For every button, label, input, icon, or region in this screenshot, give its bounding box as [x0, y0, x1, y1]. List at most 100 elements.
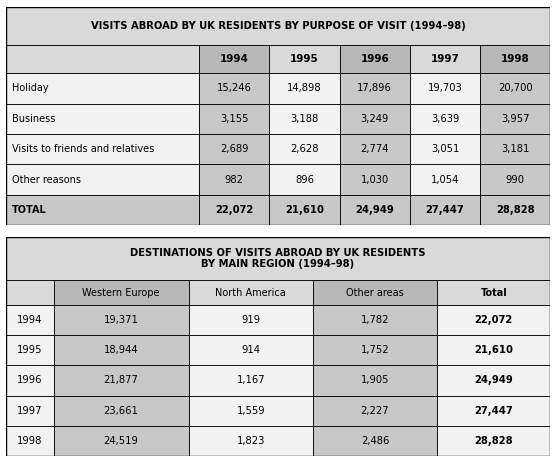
Text: 19,371: 19,371: [103, 315, 138, 325]
Text: 919: 919: [241, 315, 260, 325]
Text: 1998: 1998: [17, 436, 42, 446]
Bar: [53, 396, 188, 425]
Bar: [269, 45, 340, 73]
Text: 2,689: 2,689: [220, 144, 249, 154]
Bar: [188, 280, 313, 305]
Bar: [437, 280, 550, 305]
Bar: [6, 134, 199, 164]
Bar: [480, 104, 550, 134]
Text: 24,949: 24,949: [355, 205, 394, 215]
Bar: [340, 195, 410, 225]
Bar: [437, 425, 550, 456]
Bar: [410, 73, 480, 104]
Text: 3,155: 3,155: [220, 114, 249, 124]
Bar: [269, 134, 340, 164]
Bar: [410, 104, 480, 134]
Bar: [6, 396, 53, 425]
Text: 28,828: 28,828: [496, 205, 535, 215]
Text: 1994: 1994: [220, 54, 249, 64]
Bar: [6, 104, 199, 134]
Bar: [6, 365, 53, 396]
Bar: [6, 7, 550, 45]
Text: 24,519: 24,519: [103, 436, 138, 446]
Bar: [188, 396, 313, 425]
Text: 1996: 1996: [360, 54, 389, 64]
Bar: [269, 73, 340, 104]
Text: 3,957: 3,957: [501, 114, 529, 124]
Text: 21,610: 21,610: [474, 345, 513, 355]
Text: Other reasons: Other reasons: [12, 174, 81, 185]
Bar: [437, 305, 550, 335]
Text: 1997: 1997: [17, 406, 42, 415]
Text: North America: North America: [215, 288, 286, 298]
Text: 21,877: 21,877: [103, 376, 138, 386]
Bar: [199, 104, 269, 134]
Bar: [188, 425, 313, 456]
Bar: [53, 425, 188, 456]
Bar: [269, 104, 340, 134]
Bar: [437, 365, 550, 396]
Text: Western Europe: Western Europe: [82, 288, 160, 298]
Bar: [410, 134, 480, 164]
Bar: [410, 195, 480, 225]
Text: 22,072: 22,072: [475, 315, 513, 325]
Bar: [199, 73, 269, 104]
Bar: [480, 164, 550, 195]
Bar: [313, 396, 437, 425]
Bar: [53, 335, 188, 365]
Bar: [480, 134, 550, 164]
Text: 1996: 1996: [17, 376, 42, 386]
Text: 18,944: 18,944: [104, 345, 138, 355]
Text: Other areas: Other areas: [346, 288, 404, 298]
Bar: [199, 45, 269, 73]
Bar: [6, 237, 550, 280]
Text: 1998: 1998: [501, 54, 530, 64]
Text: 27,447: 27,447: [474, 406, 513, 415]
Text: 2,227: 2,227: [361, 406, 389, 415]
Bar: [199, 164, 269, 195]
Bar: [6, 280, 53, 305]
Bar: [53, 365, 188, 396]
Bar: [480, 195, 550, 225]
Text: 28,828: 28,828: [474, 436, 513, 446]
Text: 1,054: 1,054: [431, 174, 459, 185]
Text: 1,782: 1,782: [361, 315, 389, 325]
Text: 3,181: 3,181: [501, 144, 529, 154]
Text: 20,700: 20,700: [498, 83, 533, 93]
Text: 3,639: 3,639: [431, 114, 459, 124]
Text: 1995: 1995: [17, 345, 42, 355]
Text: Visits to friends and relatives: Visits to friends and relatives: [12, 144, 155, 154]
Bar: [340, 45, 410, 73]
Text: 1,752: 1,752: [361, 345, 389, 355]
Text: 1,823: 1,823: [236, 436, 265, 446]
Bar: [410, 45, 480, 73]
Text: 14,898: 14,898: [287, 83, 322, 93]
Bar: [313, 305, 437, 335]
Text: 27,447: 27,447: [426, 205, 464, 215]
Bar: [340, 73, 410, 104]
Bar: [6, 425, 53, 456]
Bar: [313, 425, 437, 456]
Text: 3,188: 3,188: [290, 114, 319, 124]
Text: 1994: 1994: [17, 315, 42, 325]
Bar: [6, 45, 199, 73]
Text: 982: 982: [225, 174, 244, 185]
Bar: [437, 335, 550, 365]
Text: 17,896: 17,896: [358, 83, 392, 93]
Bar: [53, 305, 188, 335]
Text: 2,774: 2,774: [360, 144, 389, 154]
Bar: [480, 73, 550, 104]
Text: 3,249: 3,249: [360, 114, 389, 124]
Text: Business: Business: [12, 114, 56, 124]
Text: 2,628: 2,628: [290, 144, 319, 154]
Text: Total: Total: [480, 288, 507, 298]
Text: 1,167: 1,167: [236, 376, 265, 386]
Bar: [269, 195, 340, 225]
Text: 1,030: 1,030: [361, 174, 389, 185]
Bar: [6, 335, 53, 365]
Bar: [480, 45, 550, 73]
Bar: [269, 164, 340, 195]
Text: 1997: 1997: [430, 54, 459, 64]
Bar: [199, 195, 269, 225]
Text: 2,486: 2,486: [361, 436, 389, 446]
